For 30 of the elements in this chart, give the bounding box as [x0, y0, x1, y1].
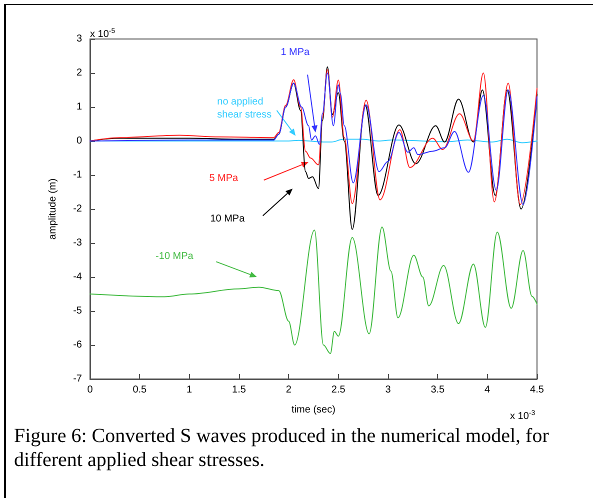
y-tick-label: -5	[73, 306, 82, 316]
y-tick-label: -6	[73, 340, 82, 350]
x-tick-label: 2	[286, 384, 292, 396]
x-tick-label: 0.5	[132, 384, 148, 396]
y-tick-label: -2	[73, 204, 82, 214]
x-tick-label: 3	[385, 384, 392, 396]
x-tick-label: 4.5	[530, 384, 544, 396]
y-tick-label: 3	[76, 34, 82, 44]
text: 5 MPa	[209, 172, 239, 184]
text: no applied shear stress	[217, 96, 272, 121]
y-tick-label: -3	[73, 238, 82, 248]
y-tick-label: 0	[76, 136, 82, 146]
y-tick-label: 2	[76, 68, 82, 78]
x-tick-label: 2.5	[331, 384, 346, 396]
y-tick-label: 1	[76, 102, 82, 112]
caption: Figure 6: Converted S waves produced in the numerical model, for different applied shear stresses.	[14, 424, 550, 472]
text: 1 MPa	[280, 47, 310, 58]
y-axis-title: amplitude (m)	[48, 178, 58, 240]
y-tick-label: -4	[73, 272, 82, 282]
x-tick-label: 1.5	[232, 384, 246, 396]
y-tick-label: -7	[73, 374, 82, 384]
x-tick-label: 4	[484, 384, 491, 396]
x-tick-label: 0	[87, 384, 94, 396]
y-tick-label: -1	[73, 170, 82, 180]
x-tick-label: 1	[186, 384, 193, 396]
x-axis-title: time (sec)	[292, 404, 336, 416]
text: 10 MPa	[210, 214, 246, 225]
line-series	[90, 226, 538, 354]
text: -10 MPa	[156, 251, 194, 262]
x-tick-label: 3.5	[430, 384, 446, 396]
